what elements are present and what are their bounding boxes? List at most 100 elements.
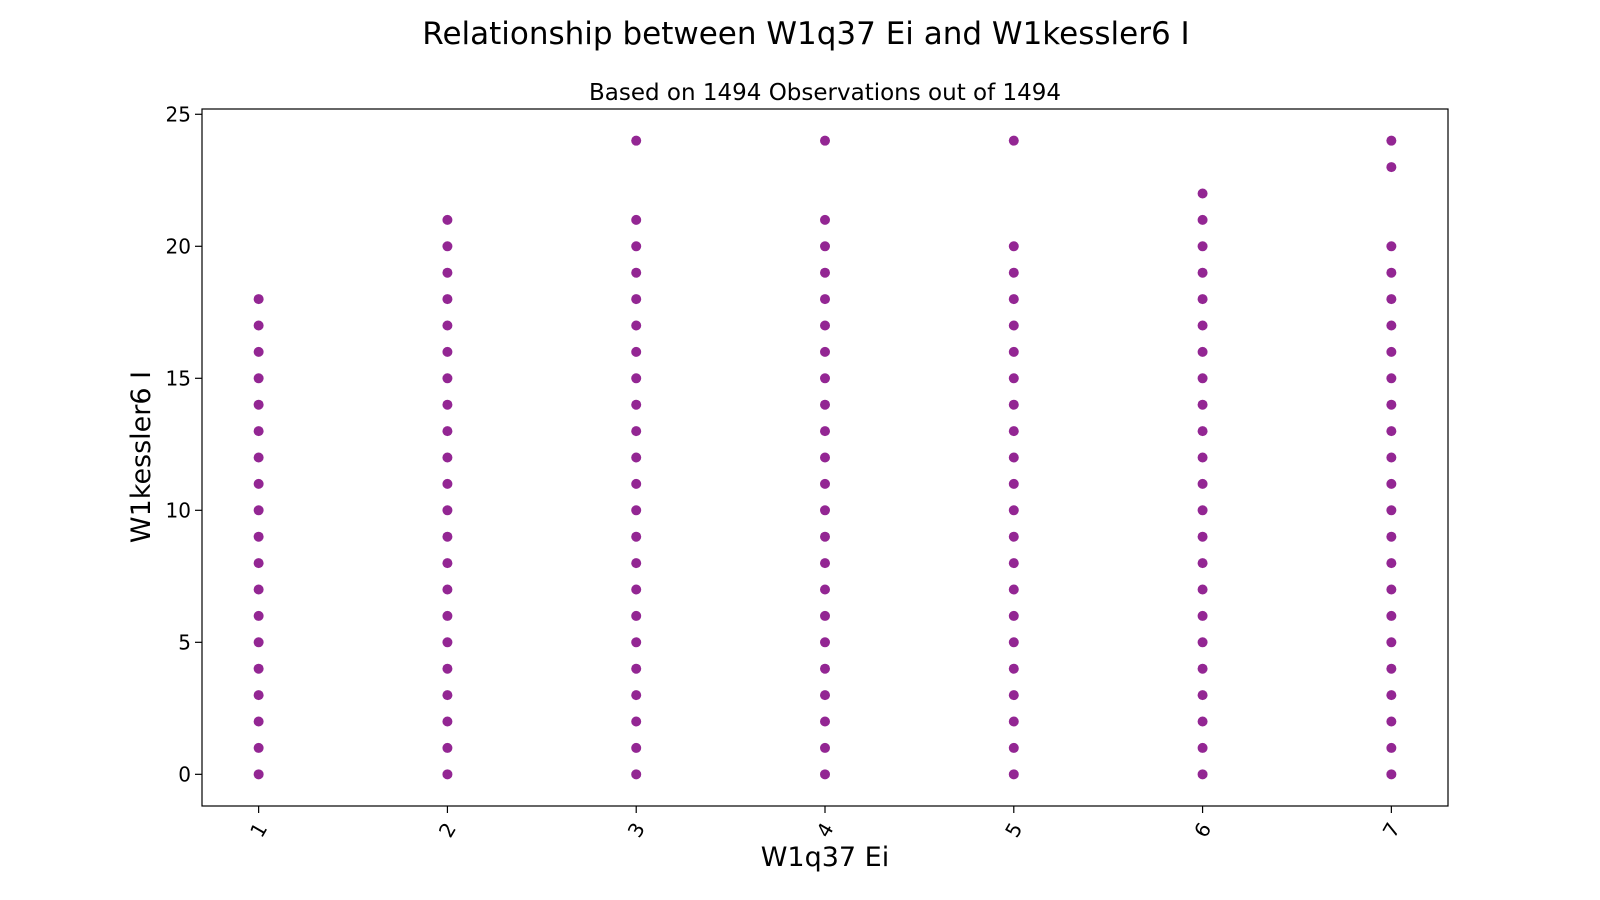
data-point bbox=[820, 690, 830, 701]
data-point bbox=[1197, 769, 1208, 780]
data-point bbox=[442, 426, 453, 437]
data-point bbox=[442, 478, 453, 489]
data-point bbox=[442, 267, 453, 278]
chart-subtitle: Based on 1494 Observations out of 1494 bbox=[589, 80, 1061, 106]
data-point bbox=[442, 505, 453, 516]
y-tick-label: 15 bbox=[166, 366, 191, 390]
data-point bbox=[1197, 188, 1208, 199]
data-point bbox=[253, 742, 264, 753]
data-point bbox=[631, 610, 642, 621]
data-point bbox=[442, 320, 453, 331]
data-point bbox=[1386, 531, 1397, 542]
data-point bbox=[442, 690, 453, 701]
data-point bbox=[1386, 452, 1397, 463]
data-point bbox=[1197, 716, 1208, 727]
data-point bbox=[1008, 478, 1019, 489]
data-point bbox=[253, 426, 264, 437]
data-point bbox=[1008, 505, 1019, 516]
data-point bbox=[442, 742, 453, 753]
data-point bbox=[1386, 769, 1397, 780]
data-point bbox=[820, 769, 830, 780]
data-point bbox=[253, 637, 264, 648]
data-point bbox=[442, 214, 453, 225]
data-point bbox=[253, 558, 264, 569]
data-point bbox=[631, 241, 642, 252]
y-tick-label: 25 bbox=[166, 102, 191, 126]
data-point bbox=[253, 690, 264, 701]
y-tick-label: 20 bbox=[166, 234, 191, 258]
data-point bbox=[1386, 399, 1397, 410]
y-tick-label: 0 bbox=[178, 762, 191, 786]
data-point bbox=[820, 637, 830, 648]
data-point bbox=[631, 346, 642, 357]
data-point bbox=[631, 558, 642, 569]
data-point bbox=[820, 320, 830, 331]
data-point bbox=[820, 531, 830, 542]
data-point bbox=[1008, 399, 1019, 410]
data-point bbox=[631, 452, 642, 463]
data-point bbox=[820, 478, 830, 489]
data-point bbox=[1386, 505, 1397, 516]
data-point bbox=[1386, 663, 1397, 674]
data-point bbox=[820, 241, 830, 252]
x-axis: 1 2 3 4 5 6 7 bbox=[245, 806, 1405, 842]
data-point bbox=[631, 637, 642, 648]
data-point bbox=[1008, 267, 1019, 278]
y-tick-label: 10 bbox=[166, 498, 191, 522]
data-point bbox=[1197, 558, 1208, 569]
data-point bbox=[631, 531, 642, 542]
data-point bbox=[1008, 637, 1019, 648]
data-point bbox=[253, 610, 264, 621]
data-point bbox=[1197, 294, 1208, 305]
data-point bbox=[253, 531, 264, 542]
data-point bbox=[1197, 610, 1208, 621]
data-point bbox=[1386, 373, 1397, 384]
data-point bbox=[442, 716, 453, 727]
data-point bbox=[442, 637, 453, 648]
data-point bbox=[631, 373, 642, 384]
data-point bbox=[442, 531, 453, 542]
data-point bbox=[1197, 346, 1208, 357]
data-point bbox=[442, 452, 453, 463]
data-point bbox=[1197, 584, 1208, 595]
data-point bbox=[1386, 241, 1397, 252]
data-point bbox=[1008, 531, 1019, 542]
data-point bbox=[631, 742, 642, 753]
data-point bbox=[442, 373, 453, 384]
data-point bbox=[1386, 346, 1397, 357]
data-point bbox=[1008, 663, 1019, 674]
data-point bbox=[820, 716, 830, 727]
data-point bbox=[1386, 426, 1397, 437]
data-point bbox=[1386, 637, 1397, 648]
data-point bbox=[442, 584, 453, 595]
data-point bbox=[631, 267, 642, 278]
data-point bbox=[442, 610, 453, 621]
x-tick-label: 3 bbox=[623, 818, 650, 841]
data-point bbox=[1008, 610, 1019, 621]
data-point bbox=[1008, 690, 1019, 701]
x-axis-label: W1q37 Ei bbox=[761, 842, 890, 873]
data-point bbox=[253, 663, 264, 674]
data-point bbox=[253, 373, 264, 384]
data-point bbox=[253, 294, 264, 305]
data-point bbox=[442, 399, 453, 410]
data-point bbox=[253, 399, 264, 410]
data-point bbox=[1386, 558, 1397, 569]
data-point bbox=[820, 610, 830, 621]
data-point bbox=[1008, 769, 1019, 780]
data-point bbox=[631, 690, 642, 701]
data-point bbox=[1386, 162, 1397, 173]
data-point bbox=[1386, 135, 1397, 146]
data-point bbox=[1197, 452, 1208, 463]
data-point bbox=[820, 294, 830, 305]
data-point bbox=[1386, 584, 1397, 595]
data-point bbox=[820, 452, 830, 463]
data-point bbox=[1386, 610, 1397, 621]
data-point bbox=[1197, 690, 1208, 701]
data-point bbox=[1386, 320, 1397, 331]
data-point bbox=[631, 135, 642, 146]
data-point bbox=[631, 505, 642, 516]
data-point bbox=[1008, 584, 1019, 595]
data-point bbox=[1197, 241, 1208, 252]
